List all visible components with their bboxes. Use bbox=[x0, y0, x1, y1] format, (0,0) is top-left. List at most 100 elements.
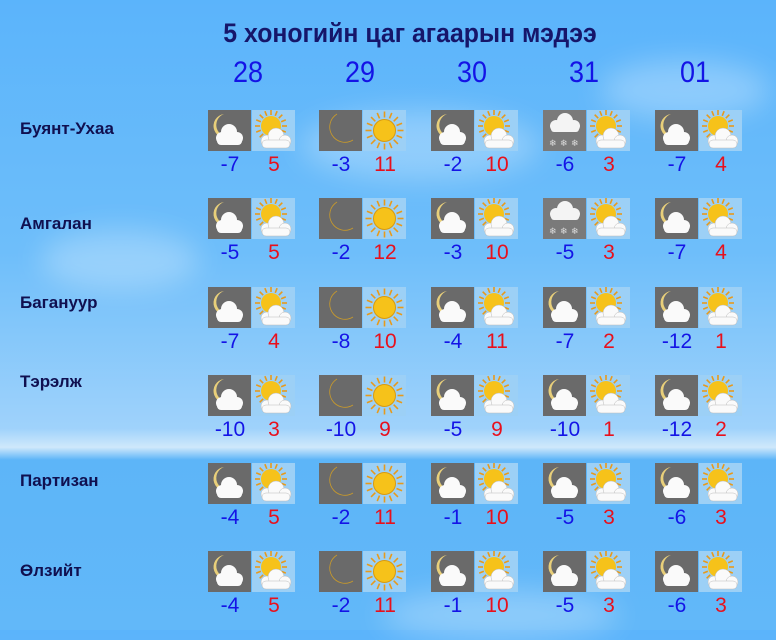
forecast-cell: -5 3 bbox=[543, 463, 633, 543]
low-temperature: -5 bbox=[555, 506, 575, 529]
sun-cloud-icon bbox=[587, 463, 630, 504]
low-temperature: -7 bbox=[555, 330, 575, 353]
sun-cloud-icon bbox=[475, 110, 518, 151]
low-temperature: -4 bbox=[220, 506, 240, 529]
high-temperature: 4 bbox=[268, 330, 280, 353]
moon-cloud-icon bbox=[655, 551, 698, 592]
forecast-cell: -6 3 bbox=[655, 551, 745, 631]
sun-cloud-icon bbox=[475, 198, 518, 239]
low-temperature: -3 bbox=[443, 241, 463, 264]
moon-cloud-icon bbox=[543, 287, 586, 328]
date-header: 28 bbox=[232, 56, 264, 89]
high-temperature: 11 bbox=[374, 506, 396, 529]
sun-cloud-icon bbox=[699, 551, 742, 592]
forecast-cell: -12 2 bbox=[655, 375, 745, 455]
low-temperature: -10 bbox=[214, 418, 246, 441]
moon-cloud-icon bbox=[431, 198, 474, 239]
sun-cloud-icon bbox=[475, 463, 518, 504]
forecast-cell: -5 3 bbox=[543, 551, 633, 631]
svg-text:❄: ❄ bbox=[571, 227, 579, 237]
city-label: Багануур bbox=[20, 293, 98, 312]
forecast-cell: -2 12 bbox=[319, 198, 409, 278]
svg-text:❄: ❄ bbox=[560, 227, 568, 237]
forecast-cell: -12 1 bbox=[655, 287, 745, 367]
high-temperature: 3 bbox=[603, 153, 615, 176]
sun-icon bbox=[363, 463, 406, 504]
high-temperature: 10 bbox=[485, 241, 509, 264]
moon-cloud-icon bbox=[431, 287, 474, 328]
low-temperature: -10 bbox=[325, 418, 357, 441]
sun-icon bbox=[363, 551, 406, 592]
moon-cloud-icon bbox=[208, 463, 251, 504]
forecast-cell: -2 11 bbox=[319, 463, 409, 543]
high-temperature: 3 bbox=[603, 506, 615, 529]
high-temperature: 5 bbox=[268, 506, 280, 529]
sun-cloud-icon bbox=[475, 375, 518, 416]
forecast-cell: -3 11 bbox=[319, 110, 409, 190]
moon-cloud-icon bbox=[543, 463, 586, 504]
moon-icon bbox=[319, 463, 362, 504]
low-temperature: -2 bbox=[443, 153, 463, 176]
low-temperature: -2 bbox=[331, 594, 351, 617]
high-temperature: 1 bbox=[715, 330, 727, 353]
date-header: 30 bbox=[456, 56, 488, 89]
date-header: 01 bbox=[679, 56, 711, 89]
page-title: 5 хоногийн цаг агаарын мэдээ bbox=[223, 18, 597, 48]
moon-cloud-icon bbox=[655, 375, 698, 416]
low-temperature: -5 bbox=[220, 241, 240, 264]
high-temperature: 2 bbox=[603, 330, 615, 353]
low-temperature: -6 bbox=[667, 594, 687, 617]
low-temperature: -5 bbox=[555, 241, 575, 264]
moon-cloud-icon bbox=[431, 463, 474, 504]
high-temperature: 3 bbox=[715, 506, 727, 529]
low-temperature: -4 bbox=[443, 330, 463, 353]
high-temperature: 3 bbox=[603, 594, 615, 617]
forecast-cell: -5 9 bbox=[431, 375, 521, 455]
sun-cloud-icon bbox=[587, 551, 630, 592]
moon-icon bbox=[319, 287, 362, 328]
high-temperature: 3 bbox=[715, 594, 727, 617]
high-temperature: 4 bbox=[715, 241, 727, 264]
moon-icon bbox=[319, 375, 362, 416]
high-temperature: 10 bbox=[373, 330, 397, 353]
forecast-cell: -7 4 bbox=[208, 287, 298, 367]
city-label: Амгалан bbox=[20, 214, 92, 233]
moon-cloud-icon bbox=[655, 198, 698, 239]
high-temperature: 10 bbox=[485, 506, 509, 529]
sun-cloud-icon bbox=[699, 287, 742, 328]
forecast-cell: -2 10 bbox=[431, 110, 521, 190]
low-temperature: -6 bbox=[667, 506, 687, 529]
forecast-cell: -7 5 bbox=[208, 110, 298, 190]
high-temperature: 5 bbox=[268, 241, 280, 264]
high-temperature: 10 bbox=[485, 594, 509, 617]
moon-icon bbox=[319, 110, 362, 151]
moon-cloud-icon bbox=[208, 198, 251, 239]
sun-cloud-icon bbox=[699, 463, 742, 504]
low-temperature: -1 bbox=[443, 506, 463, 529]
forecast-cell: -10 1 bbox=[543, 375, 633, 455]
high-temperature: 2 bbox=[715, 418, 727, 441]
forecast-cell: -1 10 bbox=[431, 551, 521, 631]
low-temperature: -12 bbox=[661, 418, 693, 441]
forecast-cell: -10 9 bbox=[319, 375, 409, 455]
forecast-cell: -4 5 bbox=[208, 551, 298, 631]
moon-icon bbox=[319, 198, 362, 239]
moon-cloud-icon bbox=[208, 287, 251, 328]
moon-cloud-icon bbox=[208, 375, 251, 416]
sun-cloud-icon bbox=[587, 110, 630, 151]
city-label: Партизан bbox=[20, 471, 99, 490]
moon-icon bbox=[319, 551, 362, 592]
sun-cloud-icon bbox=[475, 551, 518, 592]
moon-cloud-icon bbox=[655, 287, 698, 328]
date-header: 29 bbox=[344, 56, 376, 89]
high-temperature: 3 bbox=[268, 418, 280, 441]
sun-cloud-icon bbox=[252, 551, 295, 592]
low-temperature: -7 bbox=[667, 153, 687, 176]
high-temperature: 5 bbox=[268, 153, 280, 176]
sun-cloud-icon bbox=[699, 198, 742, 239]
low-temperature: -8 bbox=[331, 330, 351, 353]
date-header: 31 bbox=[568, 56, 600, 89]
forecast-cell: -3 10 bbox=[431, 198, 521, 278]
low-temperature: -12 bbox=[661, 330, 693, 353]
high-temperature: 11 bbox=[374, 594, 396, 617]
